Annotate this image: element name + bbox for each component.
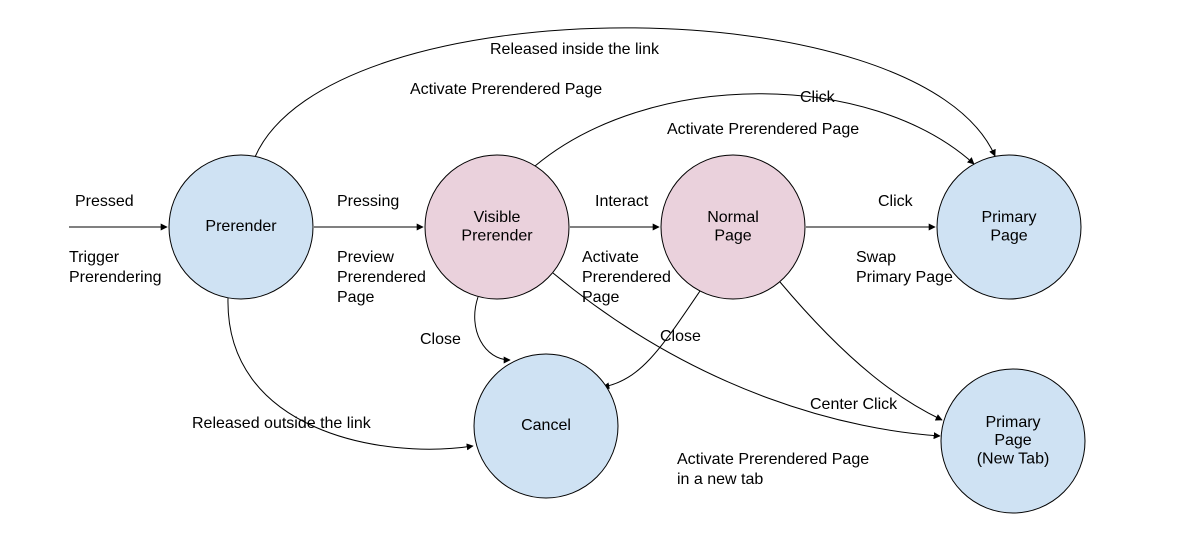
label-interact: Interact bbox=[595, 193, 649, 210]
label-center-click: Center Click bbox=[810, 396, 898, 413]
edge-visible-cancel bbox=[475, 297, 510, 360]
label-released-outside: Released outside the link bbox=[192, 415, 372, 432]
label-activate-mid: Activate Prerendered Page bbox=[667, 121, 859, 138]
node-primary-new-tab: PrimaryPage (New Tab) bbox=[941, 369, 1085, 513]
label-prerendering: Prerendering bbox=[69, 269, 162, 286]
label-activate-2c: Page bbox=[582, 289, 619, 306]
node-label-primary-page: Page bbox=[990, 227, 1027, 244]
node-visible-prerender: VisiblePrerender bbox=[425, 155, 569, 299]
label-pressed: Pressed bbox=[75, 193, 134, 210]
label-activate-2a: Activate bbox=[582, 249, 639, 266]
label-activate-newtab-1: Activate Prerendered Page bbox=[677, 451, 869, 468]
label-activate-newtab-2: in a new tab bbox=[677, 471, 763, 488]
label-activate-2b: Prerendered bbox=[582, 269, 671, 286]
label-activate-top: Activate Prerendered Page bbox=[410, 81, 602, 98]
node-label-cancel: Cancel bbox=[521, 417, 571, 434]
label-released-inside: Released inside the link bbox=[490, 41, 660, 58]
label-preview-prerendered: Prerendered bbox=[337, 269, 426, 286]
node-label-normal-page: Page bbox=[714, 227, 751, 244]
node-label-primary-new-tab: Primary bbox=[985, 414, 1040, 431]
node-label-normal-page: Normal bbox=[707, 209, 759, 226]
node-primary-page: PrimaryPage bbox=[937, 155, 1081, 299]
node-label-primary-page: Primary bbox=[981, 209, 1036, 226]
node-label-visible-prerender: Prerender bbox=[461, 227, 533, 244]
label-preview: Preview bbox=[337, 249, 394, 266]
label-trigger: Trigger bbox=[69, 249, 120, 266]
label-preview-page: Page bbox=[337, 289, 374, 306]
label-close-2: Close bbox=[660, 328, 701, 345]
node-label-primary-new-tab: (New Tab) bbox=[977, 451, 1050, 468]
node-label-prerender: Prerender bbox=[205, 218, 277, 235]
label-swap: Swap bbox=[856, 249, 896, 266]
node-normal-page: NormalPage bbox=[661, 155, 805, 299]
state-diagram: Pressed Trigger Prerendering Pressing Pr… bbox=[0, 0, 1197, 546]
label-click-2: Click bbox=[878, 193, 914, 210]
node-label-visible-prerender: Visible bbox=[474, 209, 521, 226]
label-pressing: Pressing bbox=[337, 193, 399, 210]
label-swap-primary: Primary Page bbox=[856, 269, 953, 286]
node-prerender: Prerender bbox=[169, 155, 313, 299]
node-label-primary-new-tab: Page bbox=[994, 432, 1031, 449]
label-click-1: Click bbox=[800, 89, 836, 106]
label-close-1: Close bbox=[420, 331, 461, 348]
node-cancel: Cancel bbox=[474, 354, 618, 498]
